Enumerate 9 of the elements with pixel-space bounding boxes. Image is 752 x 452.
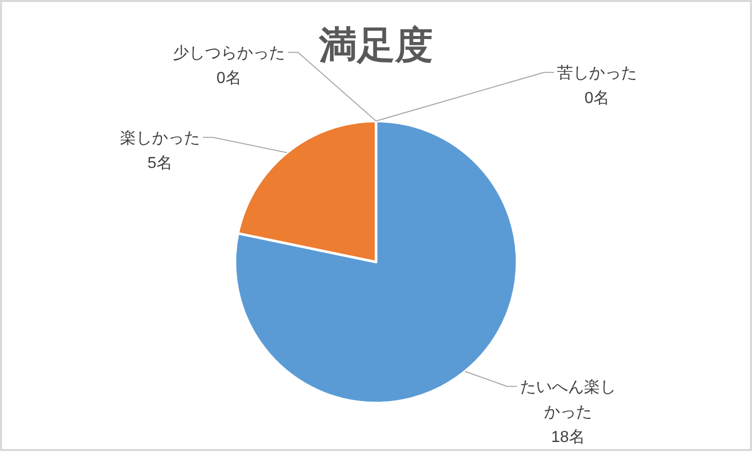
text: 0名 xyxy=(216,70,242,87)
slice-label: たいへん楽しかった xyxy=(520,378,616,421)
text: 0名 xyxy=(584,90,610,107)
category-label: 苦しかった xyxy=(557,65,637,82)
slice-label: 楽しかった xyxy=(120,129,200,147)
chart-title: 満足度 xyxy=(318,24,433,67)
data-label: 18名 xyxy=(551,429,585,446)
category-label: 少しつらかった xyxy=(173,45,285,62)
data-label: 5名 xyxy=(148,155,172,172)
